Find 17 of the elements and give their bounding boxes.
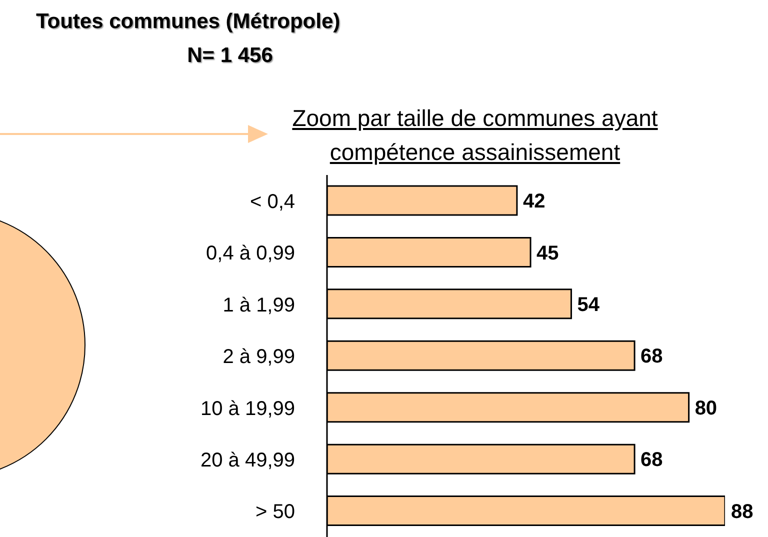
y-tick-label: 0,4 à 0,99 — [206, 242, 295, 265]
data-label: 45 — [536, 242, 559, 264]
data-label: 68 — [640, 346, 663, 368]
data-label: 88 — [731, 500, 754, 523]
data-label: 42 — [522, 190, 546, 213]
text: Zoom par taille de communes ayant compétence assainissement — [291, 104, 659, 167]
y-tick-label: 2 à 9,99 — [222, 346, 295, 368]
data-label: 54 — [577, 294, 600, 316]
y-tick-label: 10 à 19,99 — [200, 398, 295, 420]
data-label: 80 — [694, 397, 718, 420]
data-label: 68 — [640, 449, 663, 472]
y-tick-label: > 50 — [256, 501, 295, 524]
chart-subtitle: N= 1 456 — [186, 44, 274, 68]
chart-title: Toutes communes (Métropole) — [36, 10, 340, 34]
y-tick-label: < 0,4 — [250, 190, 295, 213]
y-tick-label: 1 à 1,99 — [222, 294, 295, 316]
y-tick-label: 20 à 49,99 — [200, 450, 295, 472]
